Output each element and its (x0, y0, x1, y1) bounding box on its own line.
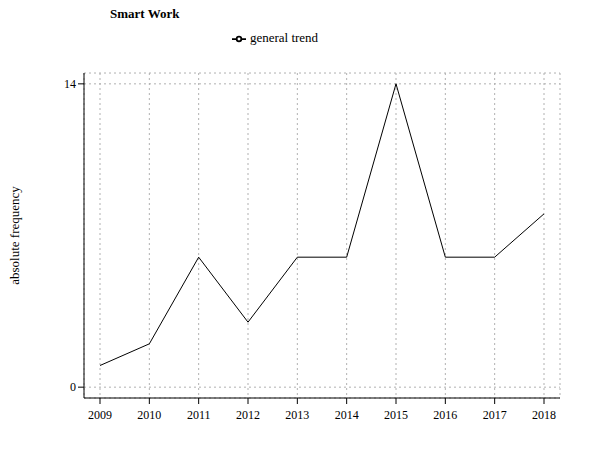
svg-text:2010: 2010 (137, 408, 161, 422)
svg-text:2017: 2017 (483, 408, 507, 422)
svg-text:2016: 2016 (433, 408, 457, 422)
svg-text:absolute frequency: absolute frequency (8, 186, 22, 285)
svg-text:2015: 2015 (384, 408, 408, 422)
svg-text:2009: 2009 (88, 408, 112, 422)
svg-text:0: 0 (70, 380, 76, 394)
svg-text:2012: 2012 (236, 408, 260, 422)
html-text:Smart Work: Smart Work (110, 6, 180, 21)
svg-text:2011: 2011 (187, 408, 211, 422)
svg-text:2014: 2014 (335, 408, 359, 422)
svg-text:14: 14 (64, 77, 76, 91)
svg-text:2018: 2018 (532, 408, 556, 422)
html-text:general trend: general trend (249, 30, 319, 45)
svg-text:2013: 2013 (285, 408, 309, 422)
